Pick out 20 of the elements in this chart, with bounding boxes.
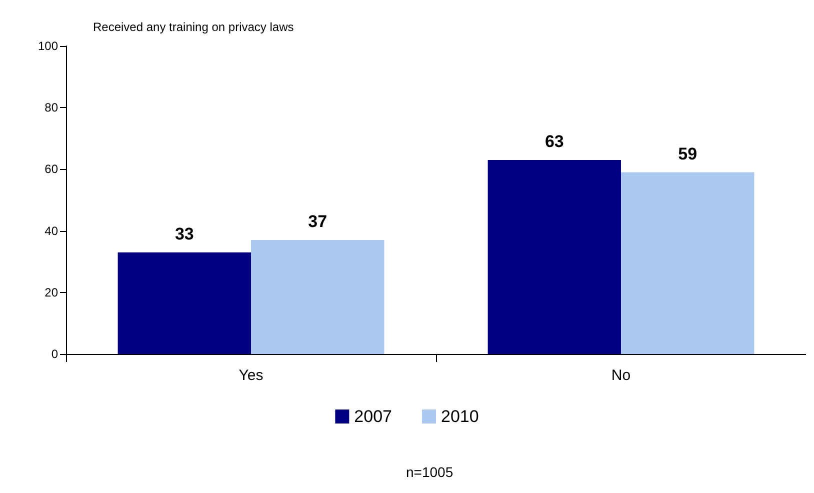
data-label: 63 [544, 132, 564, 151]
y-tick-label: 40 [44, 224, 58, 238]
legend-label: 2010 [441, 407, 479, 426]
bar [488, 160, 621, 354]
y-tick-label: 0 [51, 347, 58, 361]
chart-title: Received any training on privacy laws [93, 20, 294, 34]
text: n=1005 [406, 464, 454, 480]
data-label: 33 [174, 224, 194, 244]
data-label: 59 [678, 144, 698, 164]
bar [621, 172, 754, 354]
legend-label: 2007 [354, 407, 392, 426]
y-tick-label: 80 [44, 100, 58, 115]
x-tick-label: Yes [238, 367, 264, 384]
y-tick-label: 20 [44, 285, 58, 300]
x-tick-label: No [611, 367, 631, 384]
y-tick-label: 60 [44, 162, 58, 176]
bar [251, 240, 384, 354]
bar [118, 252, 251, 354]
data-label: 37 [308, 212, 328, 232]
y-tick-label: 100 [38, 39, 58, 53]
